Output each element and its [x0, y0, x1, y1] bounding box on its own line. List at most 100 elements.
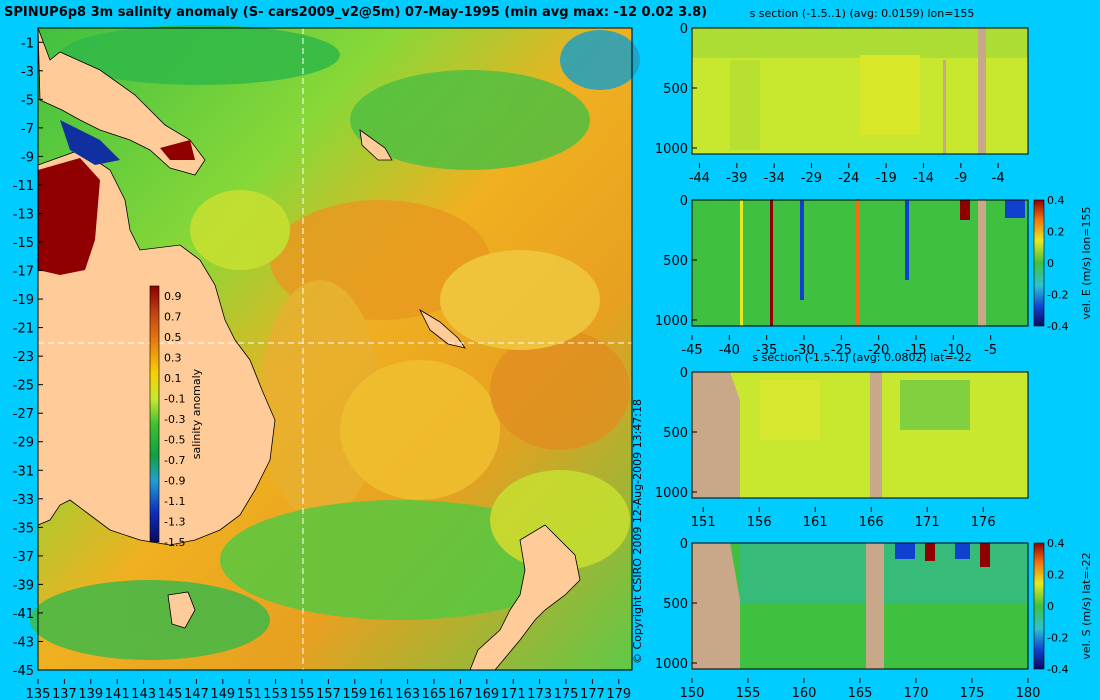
section-2-stripe-a — [740, 200, 743, 326]
salinity-colorbar-tick-label: -0.5 — [164, 434, 185, 447]
new-caledonia-land — [419, 308, 466, 349]
section-panel-salinity-lat: s section (-1.5..1) (avg: 0.0802) lat=-2… — [655, 351, 1029, 530]
section-3-y-tick-label: 500 — [663, 426, 688, 441]
section-1-land-gap — [978, 28, 986, 154]
section-2-y-ticks: 0 500 1000 — [655, 194, 697, 329]
section-4-y-tick-label: 500 — [663, 597, 688, 612]
section-4-colorbar-tick-label: 0 — [1047, 600, 1054, 613]
map-x-tick-label: 153 — [263, 687, 288, 700]
section-3-y-tick-label: 0 — [680, 366, 688, 381]
map-x-tick-label: 173 — [527, 687, 552, 700]
section-3-title: s section (-1.5..1) (avg: 0.0802) lat=-2… — [752, 351, 971, 364]
salinity-colorbar-tick-label: 0.9 — [164, 290, 182, 303]
solomon-islands-land — [359, 129, 393, 161]
map-y-tick-label: -35 — [13, 521, 34, 536]
salinity-colorbar-tick-label: 0.5 — [164, 331, 182, 344]
map-y-tick-label: -25 — [13, 379, 34, 394]
section-3-x-ticks: 151 156 161 166 171 176 — [691, 507, 996, 530]
salinity-colorbar: 0.9 0.7 0.5 0.3 0.1 -0.1 -0.3 -0.5 -0.7 -0.9 -1.1 -… — [149, 285, 203, 549]
map-y-tick-label: -31 — [13, 464, 34, 479]
section-1-y-ticks: 0 500 1000 — [655, 22, 697, 157]
map-y-tick-label: -7 — [21, 122, 34, 137]
map-y-tick-label: -21 — [13, 322, 34, 337]
section-3-x-tick-label: 151 — [691, 515, 716, 530]
section-2-stripe-d — [855, 200, 859, 326]
salinity-colorbar-tick-label: -0.7 — [164, 454, 185, 467]
map-x-tick-label: 151 — [237, 687, 262, 700]
section-4-blob-d — [980, 543, 990, 567]
section-2-y-tick-label: 0 — [680, 194, 688, 209]
map-y-tick-label: -11 — [13, 179, 34, 194]
section-2-blob-a — [960, 200, 970, 220]
section-1-x-tick-label: -24 — [838, 171, 859, 186]
map-y-tick-label: -19 — [13, 293, 34, 308]
map-x-tick-label: 143 — [131, 687, 156, 700]
section-2-x-ticks: -45 -40 -35 -30 -25 -20 -15 -10 -5 — [681, 335, 997, 358]
section-2-land-gap — [978, 200, 986, 326]
section-2-colorbar-tick-label: 0.2 — [1047, 226, 1065, 239]
section-2-x-tick-label: -45 — [681, 343, 702, 358]
section-4-colorbar — [1033, 542, 1045, 670]
section-2-x-tick-label: -5 — [984, 343, 997, 358]
map-y-tick-label: -13 — [13, 207, 34, 222]
section-4-x-tick-label: 170 — [904, 686, 929, 700]
tasmania-land — [167, 591, 196, 629]
map-y-tick-label: -9 — [21, 150, 34, 165]
section-2-colorbar — [1033, 199, 1045, 327]
salinity-colorbar-tick-label: -1.3 — [164, 516, 185, 529]
section-4-colorbar-ticks: 0.4 0.2 0 -0.2 -0.4 — [1047, 537, 1068, 676]
map-x-tick-label: 175 — [554, 687, 579, 700]
section-4-y-tick-label: 1000 — [655, 657, 688, 672]
map-y-tick-label: -1 — [21, 36, 34, 51]
map-y-tick-label: -37 — [13, 550, 34, 565]
map-frame — [37, 27, 633, 671]
section-3-land-gap — [870, 372, 882, 498]
section-1-x-tick-label: -19 — [876, 171, 897, 186]
section-1-x-tick-label: -39 — [726, 171, 747, 186]
section-4-colorbar-tick-label: -0.2 — [1047, 632, 1068, 645]
map-x-tick-label: 177 — [580, 687, 605, 700]
map-x-tick-label: 135 — [26, 687, 51, 700]
salinity-colorbar-tick-label: 0.3 — [164, 352, 182, 365]
section-3-texture-a — [900, 380, 970, 430]
salinity-colorbar-label: salinity anomaly — [190, 368, 203, 459]
map-panel: SPINUP6p8 3m salinity anomaly (S- cars20… — [4, 5, 707, 700]
section-1-surface-band — [692, 28, 1028, 58]
map-x-tick-label: 139 — [78, 687, 103, 700]
salinity-colorbar-tick-label: 0.1 — [164, 372, 182, 385]
section-4-x-tick-label: 155 — [736, 686, 761, 700]
section-4-colorbar-label: vel. S (m/s) lat=-22 — [1080, 552, 1093, 659]
section-2-colorbar-tick-label: -0.2 — [1047, 289, 1068, 302]
map-y-tick-label: -23 — [13, 350, 34, 365]
section-1-y-tick-label: 1000 — [655, 142, 688, 157]
section-4-colorbar-tick-label: 0.4 — [1047, 537, 1065, 550]
section-3-texture-b — [760, 380, 820, 440]
section-2-x-tick-label: -30 — [793, 343, 814, 358]
section-3-x-tick-label: 166 — [859, 515, 884, 530]
section-4-y-ticks: 0 500 1000 — [655, 537, 697, 672]
section-1-x-tick-label: -14 — [913, 171, 934, 186]
section-4-blob-b — [925, 543, 935, 561]
section-4-land-gap — [866, 543, 884, 669]
section-1-x-ticks: -44 -39 -34 -29 -24 -19 -14 -9 -4 — [689, 163, 1005, 186]
section-1-frame — [691, 27, 1029, 155]
papua-anomaly — [160, 140, 195, 160]
section-2-colorbar-label: vel. E (m/s) lon=155 — [1080, 207, 1093, 320]
map-x-tick-label: 149 — [210, 687, 235, 700]
salinity-colorbar-tick-label: -1.5 — [164, 536, 185, 549]
salinity-colorbar-tick-label: -0.9 — [164, 475, 185, 488]
section-3-x-tick-label: 176 — [971, 515, 996, 530]
map-x-tick-label: 137 — [52, 687, 77, 700]
map-x-tick-label: 145 — [158, 687, 183, 700]
section-2-x-tick-label: -25 — [831, 343, 852, 358]
map-y-tick-label: -27 — [13, 407, 34, 422]
section-4-blob-a — [895, 543, 915, 559]
section-2-blob-b — [1005, 200, 1025, 218]
section-3-x-tick-label: 161 — [803, 515, 828, 530]
section-3-y-ticks: 0 500 1000 — [655, 366, 697, 501]
map-y-tick-label: -5 — [21, 93, 34, 108]
salinity-colorbar-tick-label: -0.3 — [164, 413, 185, 426]
map-x-tick-label: 179 — [606, 687, 631, 700]
